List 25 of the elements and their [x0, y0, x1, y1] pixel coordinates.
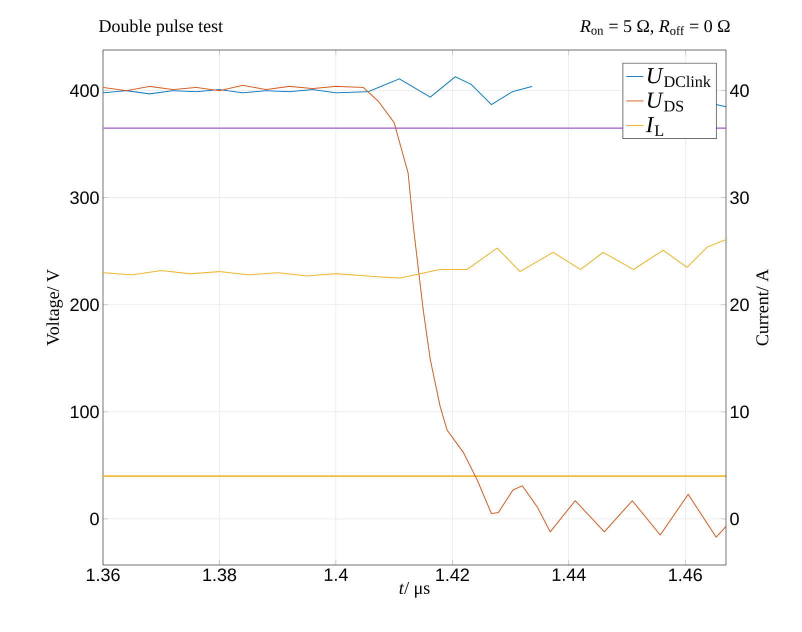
x-axis-title: t/ μs — [400, 582, 430, 598]
y-tick-label: 300 — [70, 191, 99, 204]
y-tick-label: 200 — [70, 298, 99, 312]
y-tick-label: 100 — [70, 406, 99, 418]
y2-tick-label: 40 — [730, 84, 749, 98]
x-tick-label: 1.36 — [86, 568, 120, 582]
chart-title: Double pulse test — [99, 20, 223, 36]
x-tick-label: 1.42 — [436, 568, 469, 582]
x-tick-label: 1.38 — [203, 568, 236, 582]
legend-label: U$_{DS}$ — [648, 92, 684, 112]
y2-tick-label: 10 — [730, 406, 749, 418]
chart-subtitle: R$_{on}$ = 5 Ω, R$_{off}$ = 0 Ω — [580, 20, 730, 36]
legend-label: I$_{L}$ — [646, 117, 664, 136]
x-tick-label: 1.46 — [669, 568, 702, 582]
y2-axis-title: Current/ A — [756, 269, 768, 346]
legend-label: U$_{DClink}$ — [648, 68, 711, 88]
y2-tick-label: 20 — [730, 298, 749, 312]
y2-tick-label: 0 — [730, 512, 739, 526]
y-axis-title: Voltage/ V — [46, 269, 63, 346]
x-tick-label: 1.4 — [324, 568, 348, 581]
line-series — [103, 239, 726, 278]
y-tick-label: 400 — [70, 84, 99, 98]
y-tick-label: 0 — [90, 512, 99, 526]
y2-tick-label: 30 — [730, 191, 749, 204]
x-tick-label: 1.44 — [552, 568, 586, 581]
